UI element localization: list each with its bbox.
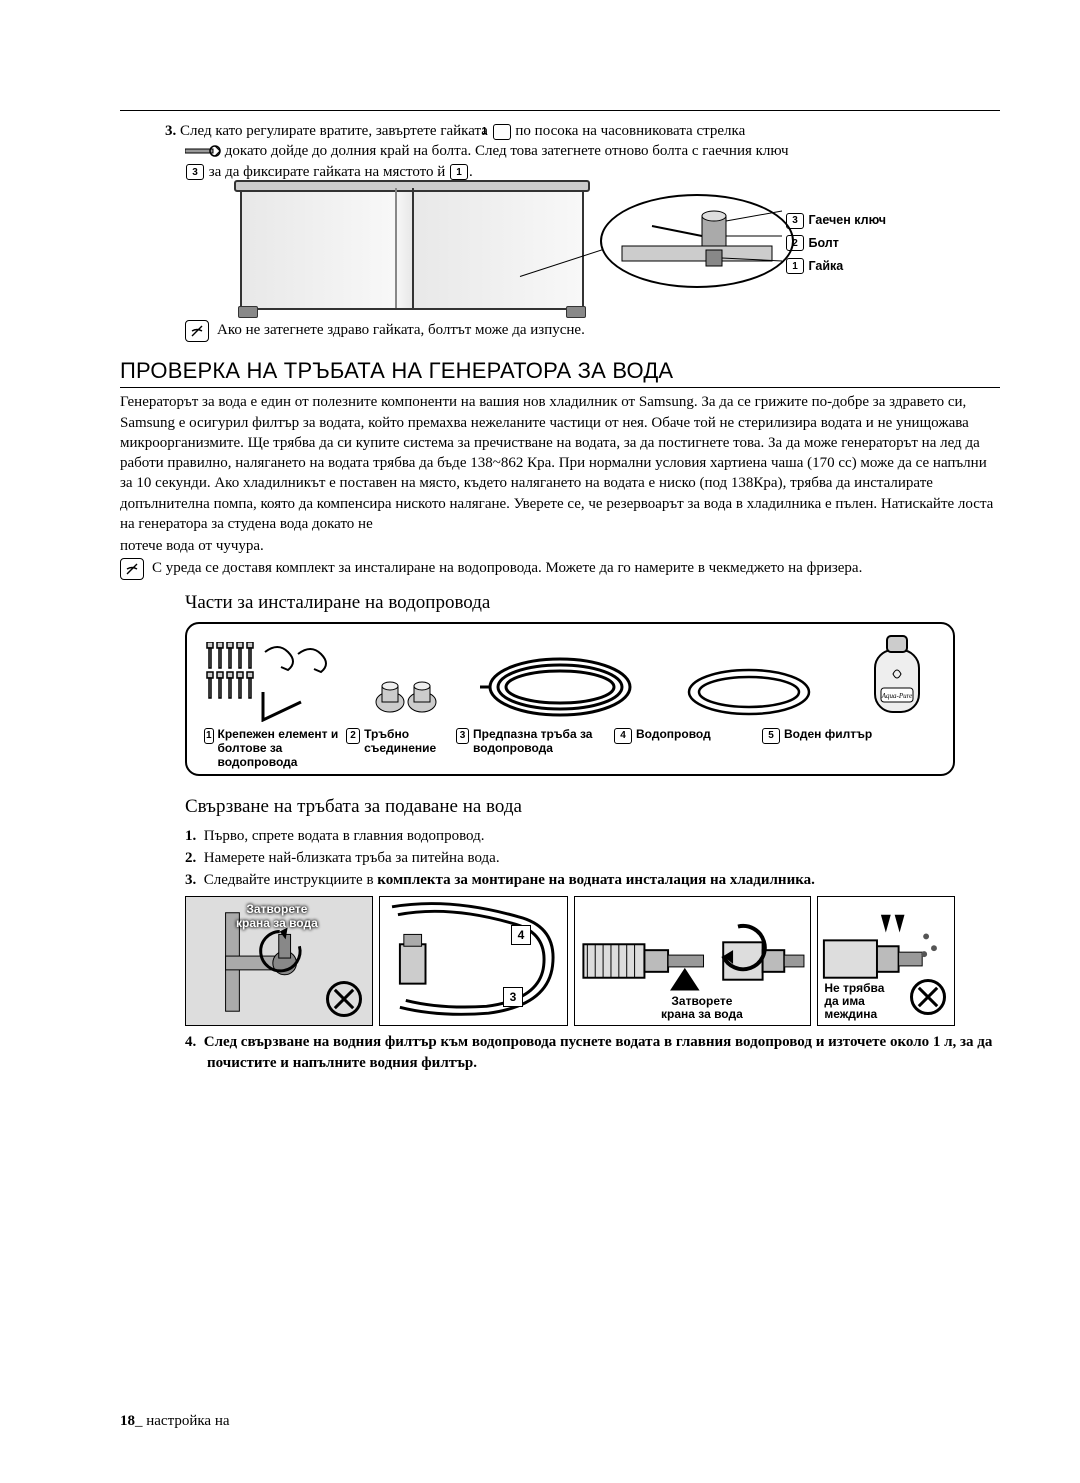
inline-box-1: 1 <box>493 124 511 140</box>
label-wrench: Гаечен ключ <box>808 213 886 227</box>
footer-sep: _ <box>135 1413 146 1429</box>
label-num-3: 3 <box>786 213 804 229</box>
wrench-icon <box>185 145 221 157</box>
label-num-1: 1 <box>786 258 804 274</box>
panel1-text-b: крана за вода <box>236 916 318 930</box>
part-filter-illustration: Aqua-Pure <box>857 632 937 722</box>
panel1-text-a: Затворете <box>246 902 307 916</box>
page: 3. След като регулирате вратите, завърте… <box>0 0 1080 1483</box>
top-rule <box>120 110 1000 111</box>
step-1: 1. Първо, спрете водата в главния водопр… <box>185 826 1000 846</box>
step3-line3a: за да фиксирате гайката на мястото й <box>209 164 446 180</box>
connect-steps: 1. Първо, спрете водата в главния водопр… <box>185 826 1000 891</box>
panel-2: 4 3 <box>379 896 569 1026</box>
panel4-text-a: Не трябва <box>824 981 884 995</box>
step3-paragraph: 3. След като регулирате вратите, завърте… <box>185 121 1000 182</box>
step-3: 3. Следвайте инструкциите в комплекта за… <box>185 870 1000 890</box>
parts-label-2: Тръбно съединение <box>364 728 455 756</box>
step-4: 4. След свързване на водния филтър към в… <box>185 1032 1000 1073</box>
fridge-illustration <box>240 186 584 310</box>
inline-box-3: 3 <box>186 164 204 180</box>
label-nut: Гайка <box>808 259 843 273</box>
connect-step-4: 4. След свързване на водния филтър към в… <box>185 1032 1000 1073</box>
parts-label-1: Крепежен елемент и болтове за водопровод… <box>218 728 346 769</box>
panel3-text-a: Затворете <box>671 994 732 1008</box>
footer-label: настройка на <box>146 1413 229 1429</box>
panel-3: Затворете крана за вода <box>574 896 811 1026</box>
note-icon <box>120 558 144 580</box>
step-2: 2. Намерете най-близката тръба за питейн… <box>185 848 1000 868</box>
body-p1: Генераторът за вода е един от полезните … <box>120 392 1000 534</box>
part-waterline-illustration <box>679 662 819 722</box>
page-footer: 18_ настройка на <box>120 1411 230 1431</box>
step3-line1a: След като регулирате вратите, завъртете … <box>180 123 488 139</box>
step3-period: . <box>469 164 473 180</box>
parts-labels: 1Крепежен елемент и болтове за водопрово… <box>203 728 937 769</box>
figure-nut: 3 Гаечен ключ 2 Болт 1 Гайка <box>240 186 1000 316</box>
label-num-2: 2 <box>786 235 804 251</box>
note-icon <box>185 320 209 342</box>
parts-num-1: 1 <box>204 728 214 744</box>
parts-box: Aqua-Pure 1Крепежен елемент и болтове за… <box>185 622 955 776</box>
panel-1: Затворете крана за вода <box>185 896 373 1026</box>
part-coupling-illustration <box>372 672 442 722</box>
step3-number: 3. <box>165 123 176 139</box>
note-2: С уреда се доставя комплект за инсталира… <box>120 558 1000 580</box>
panel3-text-b: крана за вода <box>661 1007 743 1021</box>
page-number: 18 <box>120 1413 135 1429</box>
part-guardtube-illustration <box>480 652 640 722</box>
nut-detail-drawing <box>602 196 792 286</box>
parts-num-4: 4 <box>614 728 632 744</box>
parts-num-5: 5 <box>762 728 780 744</box>
step3-line1b: по посока на часовниковата стрелка <box>515 123 745 139</box>
parts-label-5: Воден филтър <box>784 728 872 742</box>
panel4-cross <box>910 979 946 1015</box>
parts-num-2: 2 <box>346 728 360 744</box>
callout-bubble <box>600 194 794 288</box>
svg-text:Aqua-Pure: Aqua-Pure <box>881 692 912 700</box>
diagram-row: Затворете крана за вода 4 3 <box>185 896 955 1026</box>
panel1-cross <box>326 981 362 1017</box>
subheading-connect: Свързване на тръбата за подаване на вода <box>185 794 1000 820</box>
parts-label-3: Предпазна тръба за водопровода <box>473 728 613 756</box>
note-2-text: С уреда се доставя комплект за инсталира… <box>152 558 862 578</box>
subheading-parts: Части за инсталиране на водопровода <box>185 590 1000 616</box>
parts-num-3: 3 <box>456 728 469 744</box>
body-p2: потече вода от чучура. <box>120 536 1000 556</box>
note-1-text: Ако не затегнете здраво гайката, болтът … <box>217 320 585 340</box>
panel4-text-c: междина <box>824 1007 877 1021</box>
part-fasteners-illustration <box>203 642 333 722</box>
label-bolt: Болт <box>808 236 838 250</box>
panel-4: Не трябва да има междина <box>817 896 955 1026</box>
note-1: Ако не затегнете здраво гайката, болтът … <box>185 320 1000 342</box>
panel4-text-b: да има <box>824 994 864 1008</box>
panel2-boxnum-4: 4 <box>511 925 531 945</box>
callout-labels: 3 Гаечен ключ 2 Болт 1 Гайка <box>785 206 886 281</box>
panel2-boxnum-3: 3 <box>503 987 523 1007</box>
parts-label-4: Водопровод <box>636 728 711 742</box>
step3-line2: докато дойде до долния край на болта. Сл… <box>225 143 789 159</box>
section-title: ПРОВЕРКА НА ТРЪБАТА НА ГЕНЕРАТОРА ЗА ВОД… <box>120 356 1000 389</box>
inline-box-1-end: 1 <box>450 164 468 180</box>
